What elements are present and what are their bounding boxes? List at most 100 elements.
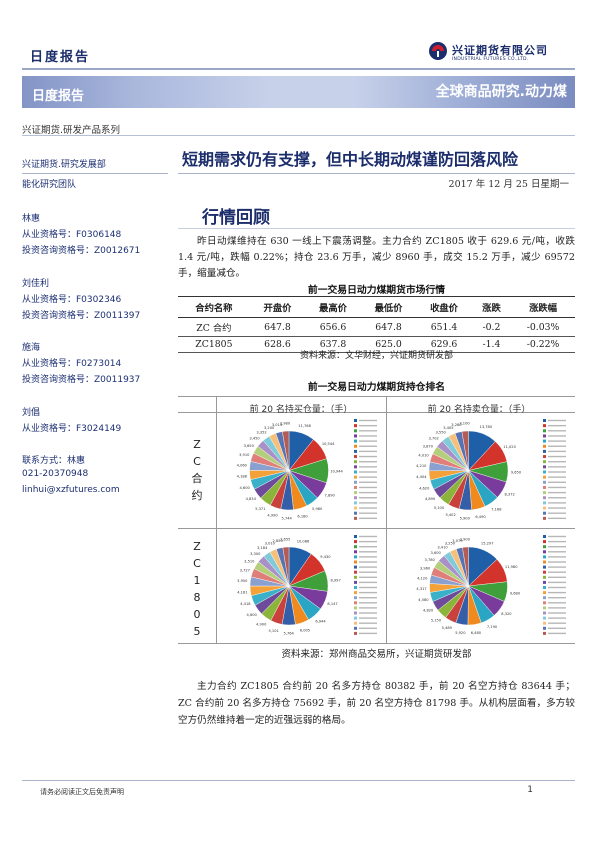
legend-entry bbox=[548, 471, 566, 473]
series-divider bbox=[22, 135, 575, 136]
legend-entry bbox=[548, 546, 566, 548]
pie-data-label: 9,430 bbox=[320, 555, 331, 559]
legend-entry bbox=[548, 571, 566, 573]
pie-data-label: 5,101 bbox=[269, 629, 279, 633]
table-cell: 647.8 bbox=[360, 317, 417, 337]
legend-swatch bbox=[543, 516, 546, 520]
table-source-note: 资料来源：文华财经，兴证期货研发部 bbox=[299, 351, 453, 361]
table-cell: -0.03% bbox=[511, 317, 575, 337]
legend-swatch bbox=[354, 631, 357, 635]
grid-line bbox=[178, 412, 575, 413]
pie-data-label: 8,372 bbox=[504, 493, 514, 497]
pie-chart-zc-sell: 13,780 11,020 9,650 8,372 7,168 6,490 5,900 5,4… bbox=[416, 419, 566, 520]
legend-swatch bbox=[354, 460, 357, 464]
legend-swatch bbox=[354, 501, 357, 505]
legend-swatch bbox=[354, 470, 357, 474]
table-cell: 647.8 bbox=[249, 317, 306, 337]
banner-research-topic: 全球商品研究.动力煤 bbox=[435, 84, 567, 100]
footer-divider bbox=[22, 780, 575, 781]
company-logo-icon bbox=[429, 42, 447, 60]
legend-swatch bbox=[354, 575, 357, 579]
pie-slice bbox=[461, 430, 469, 471]
legend-entry bbox=[548, 455, 566, 458]
title-divider bbox=[178, 173, 575, 174]
contract-label-char: Z bbox=[193, 438, 201, 451]
pie-data-label: 5,920 bbox=[455, 631, 466, 635]
pie-data-label: 4,620 bbox=[419, 486, 430, 490]
legend-entry bbox=[548, 581, 566, 584]
pie-data-label: 11,768 bbox=[298, 424, 311, 428]
legend-entry bbox=[548, 507, 566, 509]
table-cell: ZC1805 bbox=[178, 336, 250, 353]
legend-swatch bbox=[354, 419, 357, 422]
legend-entry bbox=[548, 535, 566, 538]
legend-entry bbox=[359, 622, 377, 624]
pie-data-label: 4,010 bbox=[418, 454, 429, 458]
legend-swatch bbox=[354, 580, 357, 584]
table-header-cell: 收盘价 bbox=[416, 296, 472, 318]
contract-label-char: C bbox=[193, 455, 201, 468]
analyst-cert: 从业资格号：F0302346 bbox=[22, 295, 122, 305]
analyst-cert: 投资咨询资格号：Z0011397 bbox=[22, 311, 141, 321]
pie-data-label: 3,405 bbox=[443, 426, 453, 430]
table-cell: ZC 合约 bbox=[178, 317, 250, 337]
legend-entry bbox=[548, 551, 566, 553]
analyst-cert: 投资咨询资格号：Z0011937 bbox=[22, 375, 141, 385]
legend-entry bbox=[359, 597, 377, 599]
legend-swatch bbox=[354, 606, 357, 610]
analyst-cert: 投资咨询资格号：Z0012671 bbox=[22, 246, 141, 256]
pie-chart-zc1805-buy: 10,086 9,430 8,997 8,147 6,944 6,005 5,764 5,10… bbox=[237, 535, 377, 635]
company-name-cn: 兴证期货有限公司 bbox=[452, 44, 548, 57]
pie-data-label: 9,680 bbox=[510, 591, 521, 595]
pie-data-label: 4,120 bbox=[417, 576, 428, 580]
legend-entry bbox=[359, 466, 377, 468]
table-row: ZC1805 628.6 637.8 625.0 629.6 -1.4 -0.2… bbox=[178, 336, 575, 353]
table-cell: -1.4 bbox=[471, 336, 512, 353]
legend-entry bbox=[359, 551, 377, 553]
legend-entry bbox=[359, 424, 377, 427]
legend-swatch bbox=[543, 535, 546, 538]
position-analysis-paragraph: 主力合约 ZC1805 合约前 20 名多方持仓 80382 手，前 20 名空… bbox=[178, 681, 575, 726]
sidebar-org: 兴证期货.研究发展部 bbox=[22, 160, 106, 170]
legend-swatch bbox=[354, 586, 357, 589]
pie-data-label: 8,997 bbox=[330, 578, 340, 582]
legend-entry bbox=[359, 540, 377, 543]
table-cell: 629.6 bbox=[416, 336, 472, 353]
pie-data-label: 4,820 bbox=[423, 609, 434, 613]
contact-email[interactable]: linhui@xzfutures.com bbox=[22, 485, 120, 495]
legend-swatch bbox=[354, 555, 357, 559]
legend-entry bbox=[548, 612, 566, 614]
legend-entry bbox=[359, 517, 377, 520]
pie-data-label: 9,650 bbox=[511, 471, 522, 475]
legend-swatch bbox=[543, 419, 546, 422]
chart-title: 前一交易日动力煤期货持仓排名 bbox=[307, 382, 446, 393]
pie-data-label: 4,600 bbox=[247, 613, 258, 617]
table-cell: 637.8 bbox=[305, 336, 361, 353]
legend-entry bbox=[548, 566, 566, 568]
pie-data-label: 3,960 bbox=[420, 567, 431, 571]
legend-swatch bbox=[543, 555, 546, 559]
legend-entry bbox=[548, 512, 566, 514]
report-banner bbox=[22, 76, 575, 108]
table-cell: -0.22% bbox=[511, 336, 575, 353]
legend-swatch bbox=[354, 616, 357, 620]
pie-data-label: 3,010 bbox=[265, 542, 276, 546]
legend-entry bbox=[548, 556, 566, 558]
legend-entry bbox=[548, 486, 566, 489]
legend-entry bbox=[548, 617, 566, 619]
legend-swatch bbox=[543, 434, 546, 438]
pie-data-label: 3,450 bbox=[249, 436, 260, 440]
legend-swatch bbox=[543, 616, 546, 620]
legend-entry bbox=[359, 491, 377, 494]
sidebar-team: 能化研究团队 bbox=[22, 180, 77, 190]
legend-entry bbox=[359, 435, 377, 437]
contact-phone: 021-20370948 bbox=[22, 469, 89, 479]
legend-entry bbox=[359, 445, 377, 447]
legend-swatch bbox=[543, 626, 546, 630]
pie-data-label: 3,727 bbox=[240, 568, 250, 572]
legend-swatch bbox=[543, 601, 546, 605]
legend-entry bbox=[548, 424, 566, 427]
banner-report-type: 日度报告 bbox=[32, 89, 85, 104]
legend-swatch bbox=[354, 621, 357, 625]
